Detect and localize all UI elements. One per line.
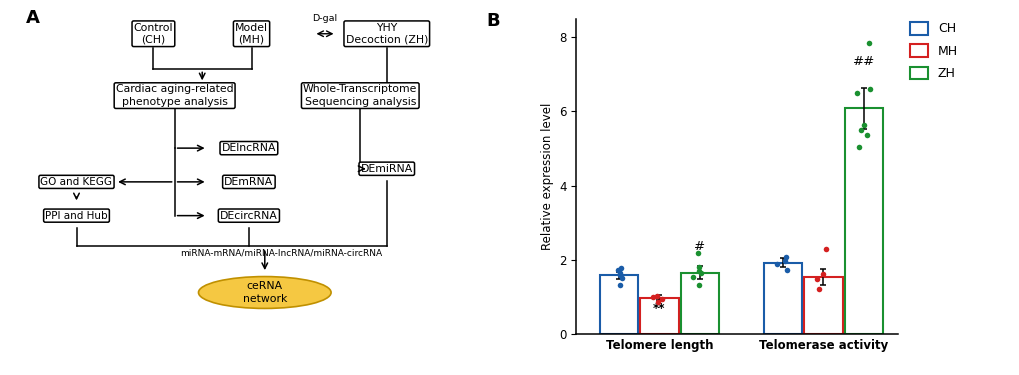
Bar xyxy=(599,275,638,334)
Point xyxy=(858,132,874,138)
Text: D-gal: D-gal xyxy=(312,14,337,23)
Legend: CH, MH, ZH: CH, MH, ZH xyxy=(909,22,957,80)
Point xyxy=(648,292,664,298)
Text: YHY
Decoction (ZH): YHY Decoction (ZH) xyxy=(345,22,428,45)
Bar xyxy=(640,298,678,334)
Point xyxy=(685,274,701,280)
Point xyxy=(612,265,629,271)
Text: Cardiac aging-related
phenotype analysis: Cardiac aging-related phenotype analysis xyxy=(116,84,233,107)
Text: **: ** xyxy=(652,302,665,315)
Point xyxy=(814,272,830,278)
Point xyxy=(649,299,665,305)
Point xyxy=(817,246,834,252)
Text: Control
(CH): Control (CH) xyxy=(133,22,173,45)
Point xyxy=(777,254,794,260)
Point xyxy=(775,258,792,264)
Point xyxy=(692,270,708,276)
Text: DEcircRNA: DEcircRNA xyxy=(220,211,277,220)
Point xyxy=(849,90,865,96)
Point xyxy=(810,285,826,291)
Point xyxy=(855,123,871,129)
Text: PPI and Hub: PPI and Hub xyxy=(45,211,108,220)
Point xyxy=(653,296,669,302)
Point xyxy=(777,267,794,273)
Ellipse shape xyxy=(199,277,331,308)
Text: Model
(MH): Model (MH) xyxy=(234,22,268,45)
Point xyxy=(611,272,628,278)
Bar xyxy=(844,108,882,334)
Point xyxy=(610,270,627,276)
Point xyxy=(690,268,706,274)
Text: GO and KEGG: GO and KEGG xyxy=(41,177,112,187)
Bar xyxy=(680,273,718,334)
Point xyxy=(808,276,824,282)
Point xyxy=(767,261,784,267)
Text: #: # xyxy=(694,240,705,253)
Point xyxy=(609,267,626,273)
Text: DEmiRNA: DEmiRNA xyxy=(361,164,413,174)
Point xyxy=(690,264,706,270)
Text: DElncRNA: DElncRNA xyxy=(221,143,276,153)
Text: B: B xyxy=(486,12,499,30)
Point xyxy=(613,275,630,281)
Y-axis label: Relative expression level: Relative expression level xyxy=(540,103,553,250)
Text: ceRNA
network: ceRNA network xyxy=(243,281,286,304)
Text: miRNA-mRNA/miRNA-lncRNA/miRNA-circRNA: miRNA-mRNA/miRNA-lncRNA/miRNA-circRNA xyxy=(179,248,381,257)
Point xyxy=(610,282,627,288)
Point xyxy=(852,127,868,133)
Point xyxy=(690,282,706,288)
Point xyxy=(860,86,876,92)
Point xyxy=(689,250,705,256)
Bar xyxy=(763,262,801,334)
Text: A: A xyxy=(26,9,40,27)
Text: DEmRNA: DEmRNA xyxy=(224,177,273,187)
Point xyxy=(644,294,660,300)
Text: ##: ## xyxy=(852,55,874,68)
Point xyxy=(860,40,876,46)
Text: Whole-Transcriptome
Sequencing analysis: Whole-Transcriptome Sequencing analysis xyxy=(303,84,417,107)
Point xyxy=(850,144,866,150)
Bar xyxy=(803,277,842,334)
